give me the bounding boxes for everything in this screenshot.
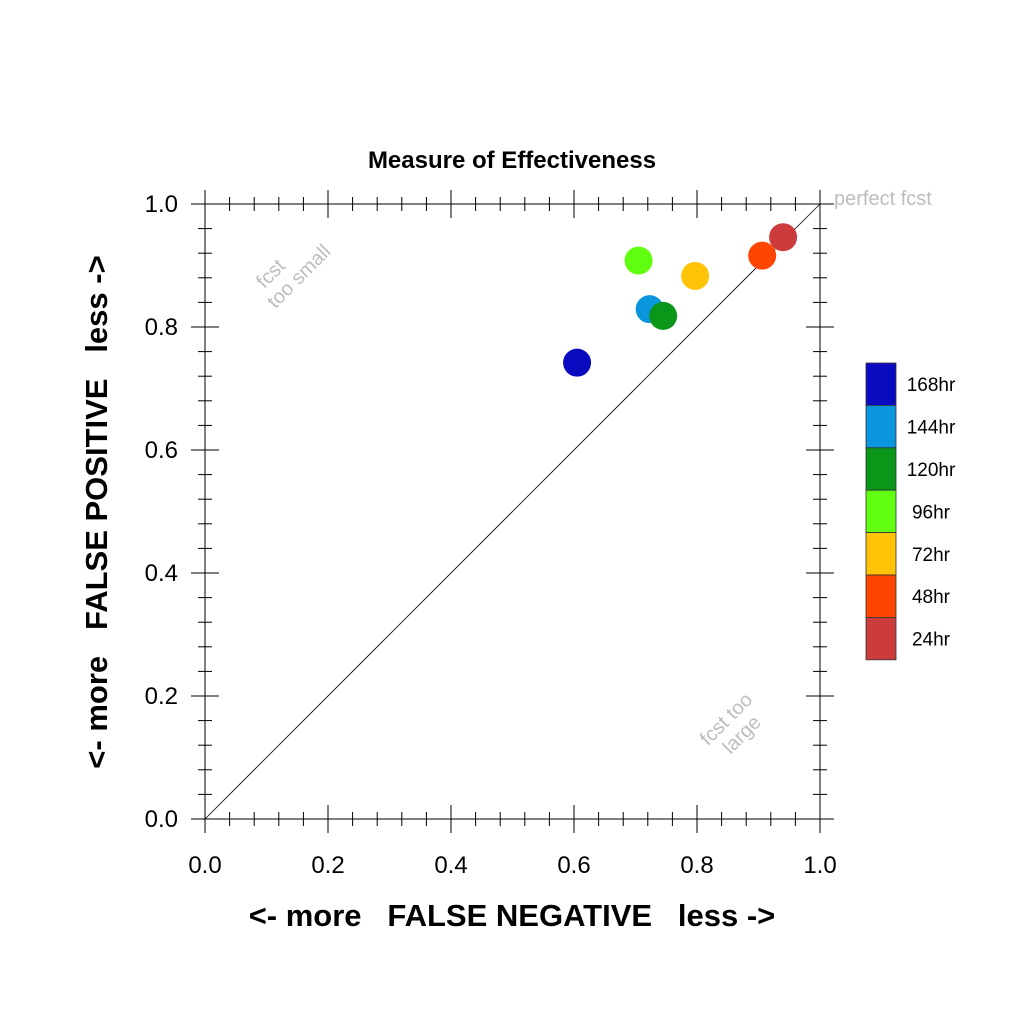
y-axis-title: <- more FALSE POSITIVE less -> — [79, 255, 114, 768]
x-tick-label: 0.8 — [680, 852, 713, 879]
annotation-too-large: fcst toolarge — [696, 689, 773, 766]
y-tick-label: 0.2 — [145, 683, 178, 710]
legend-label-144hr: 144hr — [907, 418, 956, 439]
legend: 168hr 144hr 120hr 96hr 72hr 48hr 24hr — [865, 362, 956, 661]
annotation-perfect-forecast: perfect fcst — [834, 188, 932, 210]
legend-label-72hr: 72hr — [912, 545, 951, 566]
plot-frame — [204, 203, 821, 820]
y-tick-label: 0.8 — [145, 314, 178, 341]
annotation-too-small: fcsttoo small — [248, 225, 336, 313]
y-tick-label: 0.4 — [145, 560, 178, 587]
point-24hr — [769, 223, 798, 252]
perfect-forecast-line — [204, 203, 821, 820]
legend-label-24hr: 24hr — [912, 630, 951, 651]
plot-area: 0.0 0.2 0.4 0.6 0.8 1.0 0.0 0.2 0.4 0.6 0.8 1.0 perf… — [145, 188, 933, 879]
legend-swatch-144hr — [865, 404, 897, 449]
legend-label-120hr: 120hr — [907, 460, 956, 481]
legend-swatch-72hr — [865, 532, 897, 576]
legend-swatch-24hr — [865, 617, 897, 661]
legend-swatch-48hr — [865, 574, 897, 618]
x-axis-title: <- more FALSE NEGATIVE less -> — [249, 898, 776, 933]
x-tick-label: 0.6 — [557, 852, 590, 879]
legend-swatch-120hr — [865, 447, 897, 491]
legend-swatch-96hr — [865, 489, 897, 534]
x-tick-label: 0.0 — [188, 852, 221, 879]
chart-title: Measure of Effectiveness — [368, 147, 656, 174]
legend-label-168hr: 168hr — [907, 375, 956, 396]
legend-label-48hr: 48hr — [912, 587, 951, 608]
point-96hr — [624, 246, 653, 275]
point-120hr — [649, 301, 678, 330]
x-tick-label: 0.2 — [311, 852, 344, 879]
point-72hr — [681, 261, 710, 290]
x-tick-label: 0.4 — [434, 852, 467, 879]
y-tick-label: 0.6 — [145, 437, 178, 464]
x-tick-label: 1.0 — [803, 852, 836, 879]
y-tick-label: 1.0 — [145, 191, 178, 218]
y-tick-label: 0.0 — [145, 806, 178, 833]
legend-label-96hr: 96hr — [912, 502, 951, 523]
point-48hr — [748, 241, 777, 270]
point-168hr — [563, 348, 592, 377]
legend-swatch-168hr — [865, 362, 897, 406]
